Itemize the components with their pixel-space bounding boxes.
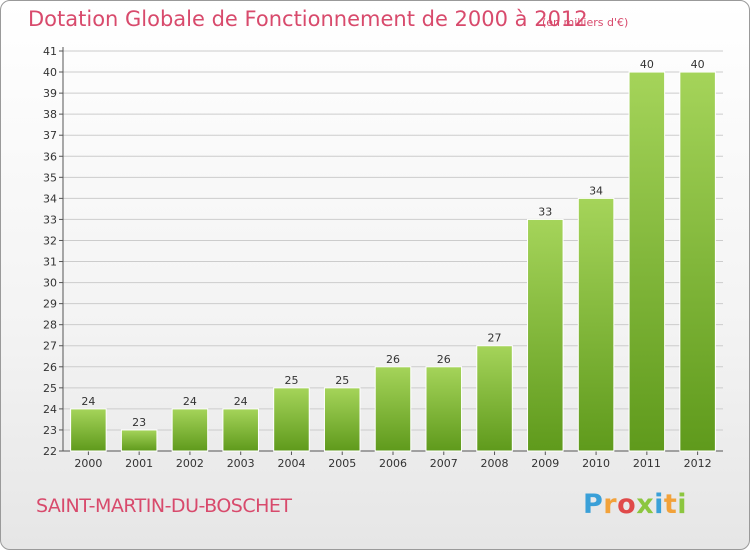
bar bbox=[628, 71, 666, 452]
bar bbox=[527, 218, 564, 452]
bar bbox=[323, 387, 361, 452]
y-tick-label: 39 bbox=[43, 87, 57, 100]
x-tick-label: 2006 bbox=[379, 457, 407, 470]
x-tick-label: 2007 bbox=[430, 457, 458, 470]
x-tick-label: 2008 bbox=[481, 457, 509, 470]
y-tick-label: 25 bbox=[43, 382, 57, 395]
x-tick-label: 2010 bbox=[582, 457, 610, 470]
y-tick-label: 37 bbox=[43, 129, 57, 142]
y-tick-label: 29 bbox=[43, 298, 57, 311]
x-tick-label: 2002 bbox=[176, 457, 204, 470]
y-tick-label: 33 bbox=[43, 213, 57, 226]
data-label: 25 bbox=[335, 374, 349, 387]
bar bbox=[679, 71, 716, 452]
data-label: 25 bbox=[284, 374, 298, 387]
commune-name: SAINT-MARTIN-DU-BOSCHET bbox=[36, 495, 292, 517]
x-tick-label: 2000 bbox=[74, 457, 102, 470]
y-tick-label: 26 bbox=[43, 361, 57, 374]
x-tick-label: 2003 bbox=[227, 457, 255, 470]
proxiti-logo: Proxiti bbox=[583, 489, 688, 520]
x-tick-label: 2005 bbox=[328, 457, 356, 470]
y-tick-label: 40 bbox=[43, 66, 57, 79]
y-tick-label: 38 bbox=[43, 108, 57, 121]
bar bbox=[374, 366, 412, 452]
y-tick-label: 32 bbox=[43, 234, 57, 247]
data-label: 34 bbox=[589, 184, 603, 197]
data-labels: 24 23 24 24 25 25 26 26 27 33 34 40 40 bbox=[81, 58, 704, 429]
x-tick-label: 2004 bbox=[277, 457, 305, 470]
bar bbox=[273, 387, 310, 452]
data-label: 40 bbox=[640, 58, 654, 71]
data-label: 40 bbox=[691, 58, 705, 71]
x-tick-label: 2011 bbox=[633, 457, 661, 470]
y-tick-label: 34 bbox=[43, 192, 57, 205]
bar bbox=[222, 408, 259, 452]
x-tick-label: 2001 bbox=[125, 457, 153, 470]
chart-title: Dotation Globale de Fonctionnement de 20… bbox=[28, 7, 588, 31]
y-tick-label: 30 bbox=[43, 277, 57, 290]
y-tick-label: 35 bbox=[43, 171, 57, 184]
y-tick-label: 23 bbox=[43, 424, 57, 437]
bar bbox=[120, 429, 158, 452]
bar bbox=[70, 408, 107, 452]
bar bbox=[425, 366, 463, 452]
data-label: 27 bbox=[488, 332, 502, 345]
data-label: 24 bbox=[234, 395, 248, 408]
bar bbox=[476, 345, 513, 452]
data-label: 26 bbox=[386, 353, 400, 366]
chart-unit: (en milliers d'€) bbox=[542, 16, 629, 29]
data-label: 26 bbox=[437, 353, 451, 366]
y-tick-label: 31 bbox=[43, 256, 57, 269]
data-label: 33 bbox=[538, 205, 552, 218]
y-tick-label: 22 bbox=[43, 445, 57, 458]
data-label: 24 bbox=[81, 395, 95, 408]
y-tick-label: 36 bbox=[43, 150, 57, 163]
y-tick-label: 27 bbox=[43, 340, 57, 353]
data-label: 23 bbox=[132, 416, 146, 429]
bars bbox=[70, 71, 716, 452]
data-label: 24 bbox=[183, 395, 197, 408]
y-tick-label: 41 bbox=[43, 45, 57, 58]
x-tick-label: 2009 bbox=[531, 457, 559, 470]
y-tick-label: 28 bbox=[43, 319, 57, 332]
x-tick-label: 2012 bbox=[684, 457, 712, 470]
bar bbox=[171, 408, 209, 452]
bar bbox=[577, 197, 615, 452]
y-tick-label: 24 bbox=[43, 403, 57, 416]
